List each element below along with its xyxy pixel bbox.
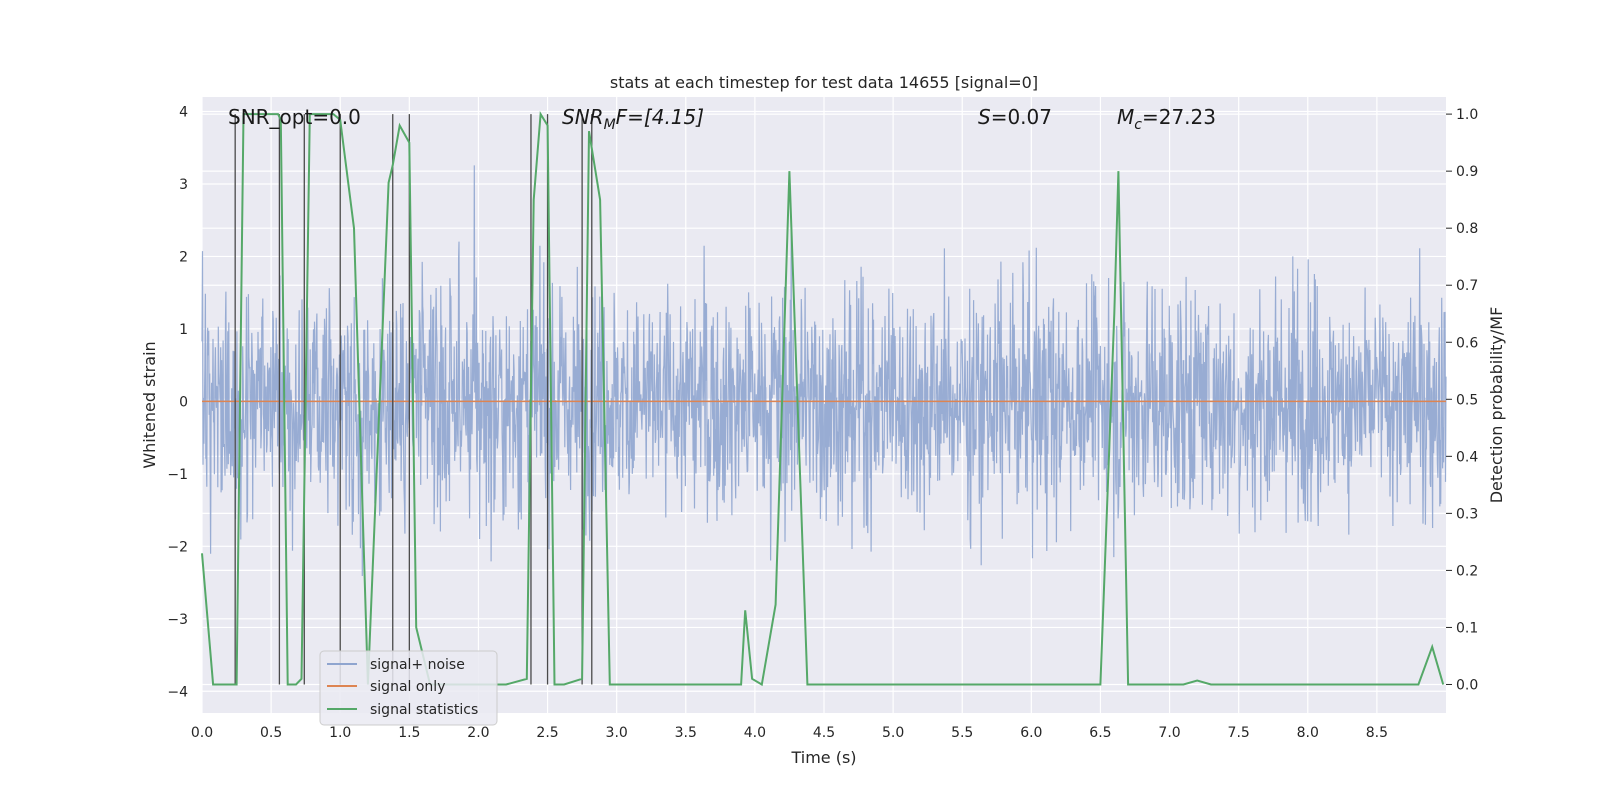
legend: signal+ noise signal only signal statist…	[319, 650, 498, 726]
annotation-mc-main: M	[1117, 105, 1134, 129]
y-tick-label: −3	[167, 612, 188, 628]
annotation-s-rest: =0.07	[991, 105, 1052, 129]
x-tick-label: 0.5	[260, 725, 282, 741]
annotation-s: S=0.07	[978, 105, 1052, 129]
x-tick-label: 5.5	[951, 725, 973, 741]
y2-tick-label: 0.1	[1456, 620, 1478, 636]
x-axis-ticks: 0.0 0.5 1.0 1.5 2.0 2.5 3.0 3.5 4.0 4.5 5.0 5.5 6.0 6…	[191, 725, 1388, 741]
y2-tick-label: 0.7	[1456, 278, 1478, 294]
annotation-mc: Mc=27.23	[1117, 105, 1216, 133]
y2-axis-label: Detection probability/MF	[1487, 307, 1506, 504]
annotation-snr-mf-sub: M	[604, 117, 616, 133]
x-tick-label: 2.5	[536, 725, 558, 741]
legend-label-signal-only: signal only	[370, 679, 445, 695]
annotation-snr-mf-main: SNR	[562, 105, 604, 129]
x-axis-label: Time (s)	[790, 748, 856, 767]
annotation-mc-sub: c	[1134, 117, 1142, 133]
y2-tick-label: 0.6	[1456, 335, 1478, 351]
y-tick-label: 3	[179, 177, 188, 193]
x-tick-label: 8.5	[1366, 725, 1388, 741]
annotation-snr-opt: SNR_opt=0.0	[228, 105, 361, 129]
legend-label-signal-noise: signal+ noise	[370, 657, 465, 673]
y-tick-label: −2	[167, 539, 188, 555]
x-tick-label: 5.0	[882, 725, 904, 741]
annotation-s-main: S	[978, 105, 991, 129]
series-signal-statistics	[201, 110, 1445, 687]
annotation-snr-mf-rest: F=[4.15]	[616, 105, 704, 129]
y-axis-label: Whitened strain	[140, 341, 159, 468]
x-tick-label: 1.5	[398, 725, 420, 741]
legend-box	[319, 650, 498, 726]
statistics-line	[201, 110, 1445, 687]
x-tick-label: 4.5	[813, 725, 835, 741]
x-tick-label: 0.0	[191, 725, 213, 741]
x-tick-label: 8.0	[1297, 725, 1319, 741]
x-tick-label: 7.5	[1228, 725, 1250, 741]
y2-tick-label: 0.8	[1456, 221, 1478, 237]
annotation-mc-rest: =27.23	[1142, 105, 1216, 129]
x-tick-label: 6.5	[1089, 725, 1111, 741]
y2-tick-label: 1.0	[1456, 107, 1478, 123]
y2-tick-label: 0.5	[1456, 392, 1478, 408]
y2-tick-label: 0.4	[1456, 449, 1478, 465]
y-tick-label: −4	[167, 684, 188, 700]
y2-tick-label: 0.2	[1456, 563, 1478, 579]
x-tick-label: 3.5	[675, 725, 697, 741]
x-tick-label: 6.0	[1020, 725, 1042, 741]
y2-axis-ticks: 1.0 0.9 0.8 0.7 0.6 0.5 0.4 0.3 0.2 0.1 0.0	[1446, 107, 1478, 693]
y2-tick-label: 0.3	[1456, 506, 1478, 522]
legend-label-signal-statistics: signal statistics	[370, 702, 478, 718]
y-tick-label: 2	[179, 249, 188, 265]
x-tick-label: 2.0	[467, 725, 489, 741]
y2-tick-label: 0.0	[1456, 677, 1478, 693]
y-tick-label: −1	[167, 467, 188, 483]
annotation-snr-mf: SNRMF=[4.15]	[562, 105, 704, 133]
y2-tick-label: 0.9	[1456, 164, 1478, 180]
x-tick-label: 4.0	[744, 725, 766, 741]
chart-title: stats at each timestep for test data 146…	[610, 73, 1038, 92]
y-tick-label: 1	[179, 322, 188, 338]
y-tick-label: 0	[179, 394, 188, 410]
y-axis-ticks: 4 3 2 1 0 −1 −2 −3 −4	[167, 104, 188, 700]
x-tick-label: 7.0	[1158, 725, 1180, 741]
y-tick-label: 4	[179, 104, 188, 120]
x-tick-label: 3.0	[606, 725, 628, 741]
x-tick-label: 1.0	[329, 725, 351, 741]
